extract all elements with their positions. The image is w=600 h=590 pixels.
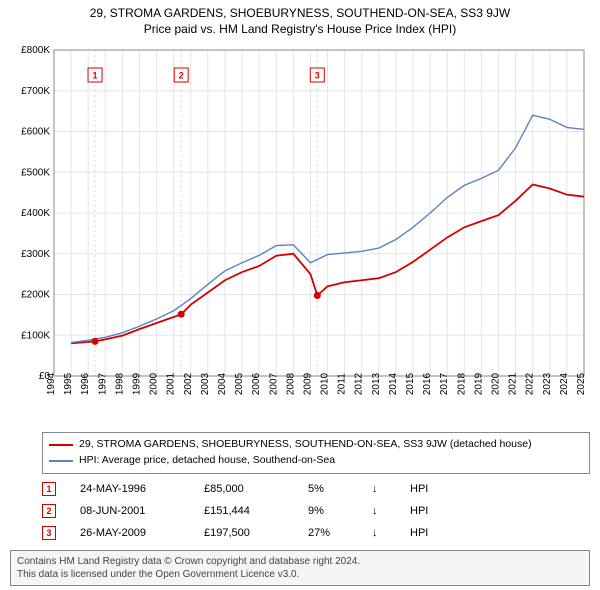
svg-text:2023: 2023 [542,372,553,395]
svg-text:1994: 1994 [46,372,57,395]
sale-date: 24-MAY-1996 [80,483,180,495]
svg-text:2011: 2011 [337,373,348,395]
svg-text:£400K: £400K [21,208,50,219]
down-arrow-icon: ↓ [372,527,386,539]
svg-text:2000: 2000 [149,372,160,395]
legend-item: HPI: Average price, detached house, Sout… [49,453,583,469]
sale-row: 1 24-MAY-1996 £85,000 5% ↓ HPI [42,478,428,500]
sale-hpi-label: HPI [410,505,428,517]
sale-index-box: 2 [42,504,56,518]
chart-title-sub: Price paid vs. HM Land Registry's House … [0,20,600,36]
svg-text:2009: 2009 [302,372,313,395]
svg-text:2017: 2017 [439,372,450,395]
legend-swatch [49,444,73,446]
sale-index-box: 1 [42,482,56,496]
sale-marker-dot [92,338,99,345]
sale-pct: 27% [308,527,348,539]
svg-text:2001: 2001 [166,372,177,395]
footer-line-2: This data is licensed under the Open Gov… [17,568,583,581]
svg-text:2015: 2015 [405,372,416,395]
svg-text:2002: 2002 [183,372,194,395]
sale-row: 3 26-MAY-2009 £197,500 27% ↓ HPI [42,522,428,544]
chart-container: 29, STROMA GARDENS, SHOEBURYNESS, SOUTHE… [0,0,600,590]
legend-swatch [49,460,73,462]
sales-table: 1 24-MAY-1996 £85,000 5% ↓ HPI 2 08-JUN-2001 £15… [42,478,428,544]
sale-pct: 5% [308,483,348,495]
legend-item: 29, STROMA GARDENS, SHOEBURYNESS, SOUTHE… [49,437,583,453]
svg-text:2003: 2003 [200,372,211,395]
svg-text:2008: 2008 [285,372,296,395]
legend: 29, STROMA GARDENS, SHOEBURYNESS, SOUTHE… [42,432,590,474]
svg-text:2014: 2014 [388,372,399,395]
svg-text:2022: 2022 [525,372,536,395]
svg-text:1996: 1996 [80,372,91,395]
svg-text:1999: 1999 [131,372,142,395]
chart-title-address: 29, STROMA GARDENS, SHOEBURYNESS, SOUTHE… [0,0,600,20]
legend-label: HPI: Average price, detached house, Sout… [79,453,335,469]
svg-text:1995: 1995 [63,372,74,395]
svg-text:2013: 2013 [371,372,382,395]
svg-text:2004: 2004 [217,372,228,395]
sale-row: 2 08-JUN-2001 £151,444 9% ↓ HPI [42,500,428,522]
sale-pct: 9% [308,505,348,517]
svg-text:2016: 2016 [422,372,433,395]
sale-hpi-label: HPI [410,483,428,495]
down-arrow-icon: ↓ [372,505,386,517]
sale-date: 26-MAY-2009 [80,527,180,539]
svg-text:£300K: £300K [21,249,50,260]
attribution-footer: Contains HM Land Registry data © Crown c… [10,550,590,586]
svg-text:2006: 2006 [251,372,262,395]
sale-marker-number: 3 [315,71,320,81]
svg-text:2007: 2007 [268,372,279,395]
legend-label: 29, STROMA GARDENS, SHOEBURYNESS, SOUTHE… [79,437,532,453]
sale-hpi-label: HPI [410,527,428,539]
svg-text:2010: 2010 [320,372,331,395]
sale-index-box: 3 [42,526,56,540]
svg-text:£200K: £200K [21,290,50,301]
svg-text:£700K: £700K [21,86,50,97]
sale-price: £85,000 [204,483,284,495]
svg-text:2021: 2021 [508,372,519,395]
svg-text:2005: 2005 [234,372,245,395]
sale-marker-number: 1 [93,71,98,81]
chart-plot: £0£100K£200K£300K£400K£500K£600K£700K£80… [10,46,590,426]
svg-text:1998: 1998 [114,372,125,395]
svg-text:2024: 2024 [559,372,570,395]
svg-text:2019: 2019 [473,372,484,395]
sale-marker-number: 2 [179,71,184,81]
sale-marker-dot [314,292,321,299]
svg-text:£100K: £100K [21,330,50,341]
svg-text:2012: 2012 [354,372,365,395]
sale-price: £151,444 [204,505,284,517]
sale-marker-dot [178,311,185,318]
down-arrow-icon: ↓ [372,483,386,495]
svg-text:£800K: £800K [21,45,50,56]
sale-price: £197,500 [204,527,284,539]
svg-text:2025: 2025 [576,372,587,395]
svg-text:1997: 1997 [97,372,108,395]
sale-date: 08-JUN-2001 [80,505,180,517]
svg-text:£500K: £500K [21,167,50,178]
svg-text:£600K: £600K [21,127,50,138]
svg-text:2020: 2020 [491,372,502,395]
svg-text:2018: 2018 [456,372,467,395]
footer-line-1: Contains HM Land Registry data © Crown c… [17,555,583,568]
